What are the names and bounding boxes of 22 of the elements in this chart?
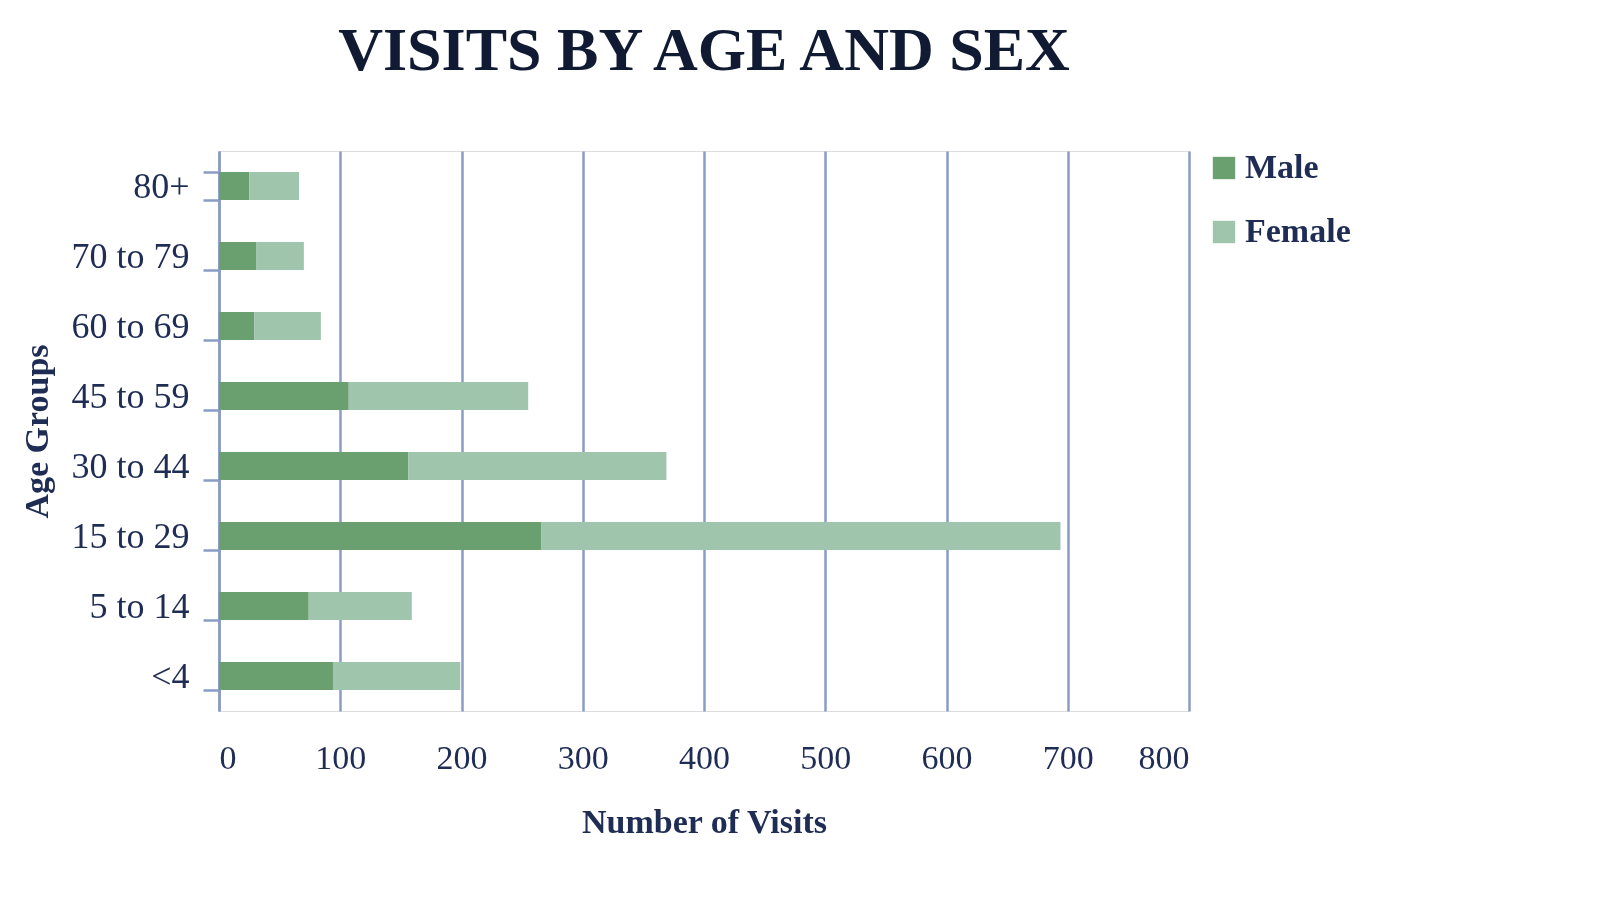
y-tick-label: 60 to 69 bbox=[71, 305, 190, 346]
legend-label: Female bbox=[1245, 212, 1351, 249]
y-tick-label: 15 to 29 bbox=[71, 515, 190, 556]
x-tick-label: 100 bbox=[315, 738, 367, 776]
x-tick-label: 200 bbox=[436, 738, 488, 776]
chart-title: VISITS BY AGE AND SEX bbox=[338, 15, 1071, 83]
x-tick-label: 500 bbox=[800, 738, 852, 776]
x-tick-label: 300 bbox=[557, 738, 609, 776]
y-tick-label: 5 to 14 bbox=[89, 585, 190, 626]
y-tick-label: 80+ bbox=[133, 165, 190, 206]
x-tick-label: 0 bbox=[219, 738, 237, 776]
y-axis-title: Age Groups bbox=[18, 344, 56, 519]
x-tick-label: 800 bbox=[1138, 738, 1190, 776]
legend-label: Male bbox=[1245, 148, 1319, 185]
x-tick-label: 600 bbox=[921, 738, 973, 776]
y-tick-label: 30 to 44 bbox=[71, 445, 190, 486]
x-axis-title: Number of Visits bbox=[582, 802, 827, 840]
y-tick-label: 45 to 59 bbox=[71, 375, 190, 416]
x-tick-label: 400 bbox=[679, 738, 730, 776]
y-tick-label: 70 to 79 bbox=[71, 235, 190, 276]
x-tick-label: 700 bbox=[1042, 738, 1094, 776]
y-tick-label: <4 bbox=[151, 655, 190, 696]
